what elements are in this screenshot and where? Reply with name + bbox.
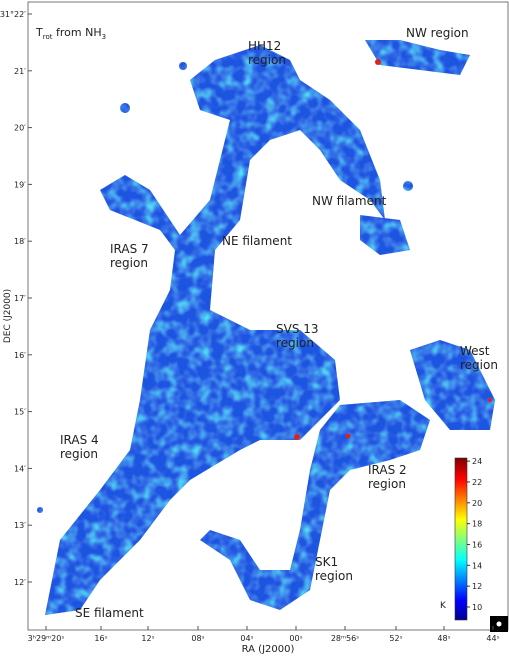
y-tick-label: 13′ bbox=[14, 521, 26, 530]
y-tick-label: 12′ bbox=[14, 578, 26, 587]
emission-map bbox=[37, 40, 495, 615]
x-tick-label: 04ˢ bbox=[240, 634, 253, 643]
region-label: region bbox=[248, 53, 286, 67]
colorbar-tick-label: 20 bbox=[472, 499, 482, 508]
x-tick-label: 12ˢ bbox=[141, 634, 154, 643]
region-label: SVS 13 bbox=[276, 322, 319, 336]
region-label: region bbox=[276, 336, 314, 350]
region-label: IRAS 2 bbox=[368, 463, 407, 477]
colorbar-tick-label: 16 bbox=[472, 540, 482, 549]
y-tick-label: 15′ bbox=[14, 408, 26, 417]
x-tick-label: 16ˢ bbox=[94, 634, 107, 643]
title-text: from NH bbox=[53, 26, 102, 39]
region-label: IRAS 4 bbox=[60, 433, 99, 447]
y-tick-label: 16′ bbox=[14, 351, 26, 360]
y-tick-label: 14′ bbox=[14, 464, 26, 473]
colorbar-label: K bbox=[440, 601, 447, 611]
beam-marker bbox=[496, 621, 502, 627]
colorbar-tick-label: 18 bbox=[472, 520, 482, 529]
region-label: NW region bbox=[406, 26, 469, 40]
x-tick-label: 48ˢ bbox=[437, 634, 450, 643]
y-tick-label: 17′ bbox=[14, 294, 26, 303]
region-label: NE filament bbox=[222, 234, 292, 248]
colorbar bbox=[454, 457, 468, 621]
y-tick-label: 21′ bbox=[14, 67, 26, 76]
colorbar-tick-label: 10 bbox=[472, 603, 482, 612]
y-tick-label: 19′ bbox=[14, 180, 26, 189]
region-label: NW filament bbox=[312, 194, 387, 208]
region-label: region bbox=[368, 477, 406, 491]
colorbar-tick-label: 22 bbox=[472, 478, 482, 487]
colorbar-tick-label: 24 bbox=[472, 457, 482, 466]
x-tick-label: 08ˢ bbox=[191, 634, 204, 643]
region-label: region bbox=[110, 256, 148, 270]
x-tick-label: 00ˢ bbox=[289, 634, 302, 643]
colorbar-tick-label: 12 bbox=[472, 582, 482, 591]
x-tick-label: 28ᵐ56ˢ bbox=[331, 634, 359, 643]
x-tick-label: 52ˢ bbox=[389, 634, 402, 643]
chart-title: Trot from NH3 bbox=[35, 26, 106, 41]
region-label: SK1 bbox=[315, 555, 338, 569]
x-tick-label: 3ʰ29ᵐ20ˢ bbox=[28, 634, 65, 643]
region-label: region bbox=[60, 447, 98, 461]
region-label: IRAS 7 bbox=[110, 242, 149, 256]
y-tick-label: 31°22′ bbox=[0, 10, 26, 19]
region-label: region bbox=[460, 358, 498, 372]
y-axis-label: DEC (J2000) bbox=[3, 289, 13, 343]
colorbar-tick-label: 14 bbox=[472, 561, 482, 570]
region-label: West bbox=[460, 344, 490, 358]
title-text: T bbox=[35, 26, 43, 39]
title-subscript: 3 bbox=[102, 33, 106, 41]
x-axis-label: RA (J2000) bbox=[242, 644, 295, 655]
x-tick-label: 44ˢ bbox=[486, 634, 499, 643]
region-label: region bbox=[315, 569, 353, 583]
region-label: SE filament bbox=[75, 606, 144, 620]
y-tick-label: 18′ bbox=[14, 237, 26, 246]
y-tick-label: 20′ bbox=[14, 124, 26, 133]
region-label: HH12 bbox=[248, 39, 281, 53]
hot-spots bbox=[294, 59, 492, 440]
title-subscript: rot bbox=[43, 33, 53, 41]
